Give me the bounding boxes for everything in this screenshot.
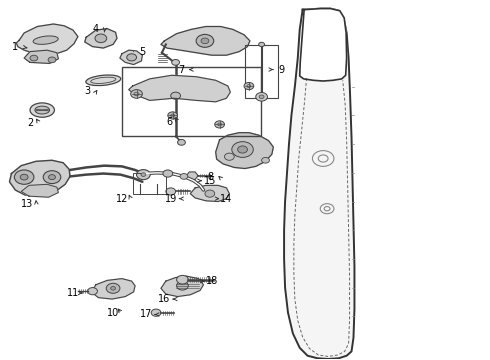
Polygon shape — [9, 160, 70, 196]
Polygon shape — [190, 185, 229, 202]
Circle shape — [196, 35, 214, 47]
Polygon shape — [129, 75, 230, 102]
Circle shape — [166, 188, 175, 195]
Circle shape — [238, 146, 247, 153]
Circle shape — [176, 275, 188, 284]
Polygon shape — [186, 172, 198, 179]
Text: 6: 6 — [166, 117, 172, 127]
Text: 10: 10 — [107, 309, 119, 318]
Circle shape — [163, 170, 172, 177]
Circle shape — [201, 38, 209, 44]
Polygon shape — [161, 276, 203, 297]
Circle shape — [171, 92, 180, 99]
Circle shape — [137, 170, 150, 180]
Circle shape — [259, 42, 265, 46]
Circle shape — [215, 121, 224, 128]
Polygon shape — [300, 9, 346, 81]
Circle shape — [131, 90, 143, 98]
Bar — [245, 45, 278, 98]
Circle shape — [256, 93, 268, 101]
Circle shape — [180, 174, 188, 179]
Circle shape — [262, 157, 270, 163]
Circle shape — [176, 282, 188, 290]
Text: 18: 18 — [206, 276, 218, 286]
Polygon shape — [91, 279, 135, 299]
Circle shape — [244, 82, 254, 90]
Circle shape — [30, 55, 38, 61]
Circle shape — [232, 141, 253, 157]
Bar — [133, 173, 166, 194]
Ellipse shape — [30, 103, 54, 117]
Text: 11: 11 — [67, 288, 79, 298]
Polygon shape — [24, 50, 58, 63]
Circle shape — [20, 174, 28, 180]
Text: 17: 17 — [140, 310, 152, 319]
Polygon shape — [216, 133, 273, 168]
Polygon shape — [120, 50, 143, 64]
Text: 5: 5 — [139, 46, 146, 57]
Text: 16: 16 — [158, 294, 171, 304]
Text: 12: 12 — [116, 194, 128, 204]
Circle shape — [127, 54, 137, 61]
Circle shape — [224, 153, 234, 160]
Ellipse shape — [33, 36, 58, 44]
Text: 14: 14 — [220, 194, 233, 204]
Circle shape — [259, 95, 264, 99]
Polygon shape — [16, 24, 78, 55]
Circle shape — [14, 170, 34, 184]
Polygon shape — [161, 27, 250, 55]
Circle shape — [95, 34, 107, 42]
Text: 3: 3 — [85, 86, 91, 96]
Circle shape — [141, 173, 146, 176]
Bar — [122, 67, 261, 136]
Text: 1: 1 — [12, 42, 19, 52]
Circle shape — [48, 57, 56, 63]
Polygon shape — [21, 184, 58, 197]
Circle shape — [177, 139, 185, 145]
Text: 19: 19 — [165, 194, 177, 204]
Circle shape — [172, 59, 179, 65]
Text: 4: 4 — [93, 24, 99, 35]
Text: 7: 7 — [178, 64, 185, 75]
Text: 15: 15 — [204, 176, 216, 186]
Circle shape — [205, 190, 215, 197]
Ellipse shape — [86, 75, 121, 86]
Circle shape — [106, 283, 120, 293]
Circle shape — [111, 287, 116, 290]
Text: 8: 8 — [208, 172, 214, 182]
Circle shape — [168, 112, 177, 119]
Text: 13: 13 — [22, 199, 34, 210]
Polygon shape — [85, 29, 117, 48]
Text: 9: 9 — [279, 64, 285, 75]
Circle shape — [43, 171, 61, 184]
Polygon shape — [284, 9, 354, 359]
Circle shape — [151, 309, 161, 316]
Circle shape — [88, 288, 98, 295]
Text: 2: 2 — [27, 118, 33, 128]
Ellipse shape — [35, 106, 49, 114]
Circle shape — [49, 175, 55, 180]
